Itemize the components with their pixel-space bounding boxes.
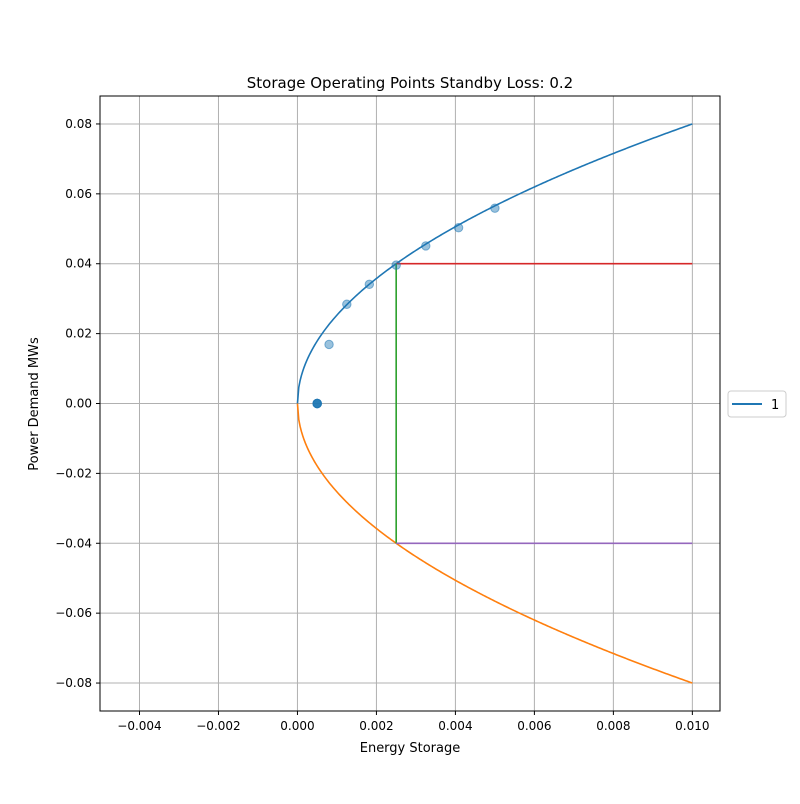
upper-curve [296, 123, 693, 404]
scatter-point [364, 279, 375, 290]
x-tick-label: −0.002 [196, 719, 240, 733]
grid [100, 96, 720, 711]
x-tick-label: 0.010 [675, 719, 709, 733]
chart-title: Storage Operating Points Standby Loss: 0… [247, 74, 573, 92]
y-axis-label: Power Demand MWs [27, 337, 42, 471]
y-tick-label: 0.06 [65, 187, 92, 201]
x-axis-label: Energy Storage [360, 741, 461, 756]
scatter-point [453, 223, 464, 233]
y-tick-label: −0.02 [55, 466, 92, 480]
y-tick-label: −0.04 [55, 536, 92, 550]
x-tick-label: 0.006 [517, 719, 551, 733]
x-tick-label: 0.008 [596, 719, 630, 733]
scatter-point [312, 398, 322, 409]
x-tick-label: 0.004 [438, 719, 472, 733]
y-tick-label: 0.02 [65, 327, 92, 341]
x-tick-label: 0.002 [359, 719, 393, 733]
x-tick-label: −0.004 [117, 719, 161, 733]
legend: 1 [727, 390, 787, 418]
plot-data [296, 123, 693, 684]
scatter-point [342, 299, 352, 309]
scatter-point [324, 339, 334, 350]
scatter-point [391, 260, 401, 270]
y-tick-label: −0.08 [55, 676, 92, 690]
scatter-point [421, 241, 431, 251]
y-tick-label: −0.06 [55, 606, 92, 620]
x-tick-label: 0.000 [280, 719, 314, 733]
axis-ticks: −0.004 −0.002 0.000 0.002 0.004 0.006 0.008 0.0… [55, 117, 709, 733]
legend-label: 1 [771, 398, 779, 413]
y-tick-label: 0.00 [65, 397, 92, 411]
y-tick-label: 0.04 [65, 257, 92, 271]
lower-curve [296, 403, 693, 684]
scatter-point [490, 203, 500, 213]
y-tick-label: 0.08 [65, 117, 92, 131]
